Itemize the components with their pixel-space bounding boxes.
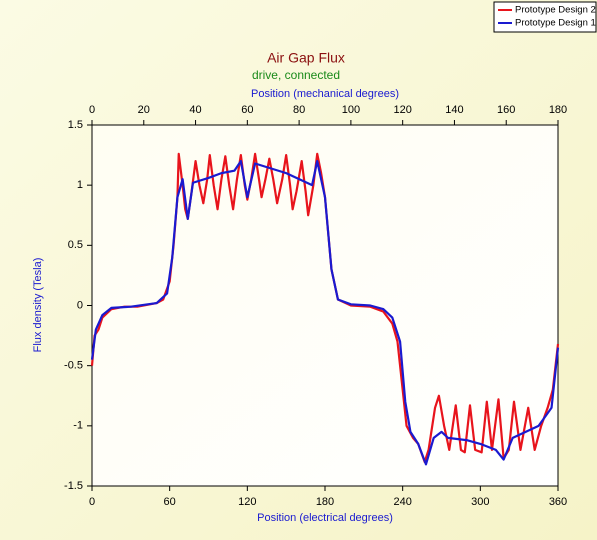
x2-axis-label: Position (mechanical degrees) [251,88,399,100]
legend-label: Prototype Design 1 [515,18,596,29]
y-axis-label: Flux density (Tesla) [32,258,44,353]
series-line [90,160,560,466]
legend-box [493,1,597,33]
plot-area [91,124,559,487]
y-tick-label: 0 [77,299,83,311]
x-tick-label: 360 [549,496,567,508]
y-tick-label: -1.5 [64,480,83,492]
x-tick-label: 180 [316,496,334,508]
chart-subtitle: drive, connected [252,68,340,82]
x2-tick-label: 0 [89,104,95,116]
legend: Prototype Design 2 Prototype Design 1 [493,1,597,33]
x-tick-label: 300 [471,496,489,508]
x-tick-label: 120 [238,496,256,508]
x2-tick-label: 160 [497,104,515,116]
x2-tick-label: 40 [189,104,201,116]
x2-tick-label: 180 [549,104,567,116]
y-tick-label: -0.5 [64,360,83,372]
x-tick-label: 60 [164,496,176,508]
x-axis-label: Position (electrical degrees) [257,512,393,524]
x2-tick-label: 100 [342,104,360,116]
y-tick-label: -1 [73,420,83,432]
x-tick-label: 0 [89,496,95,508]
x2-tick-label: 80 [293,104,305,116]
x2-tick-label: 60 [241,104,253,116]
x-tick-label: 240 [393,496,411,508]
chart-title: Air Gap Flux [267,50,345,66]
x2-tick-label: 140 [445,104,463,116]
y-tick-label: 1.5 [68,119,83,131]
x2-tick-label: 120 [393,104,411,116]
y-tick-label: 0.5 [68,239,83,251]
legend-label: Prototype Design 2 [515,5,596,16]
y-tick-label: 1 [77,179,83,191]
x2-tick-label: 20 [138,104,150,116]
